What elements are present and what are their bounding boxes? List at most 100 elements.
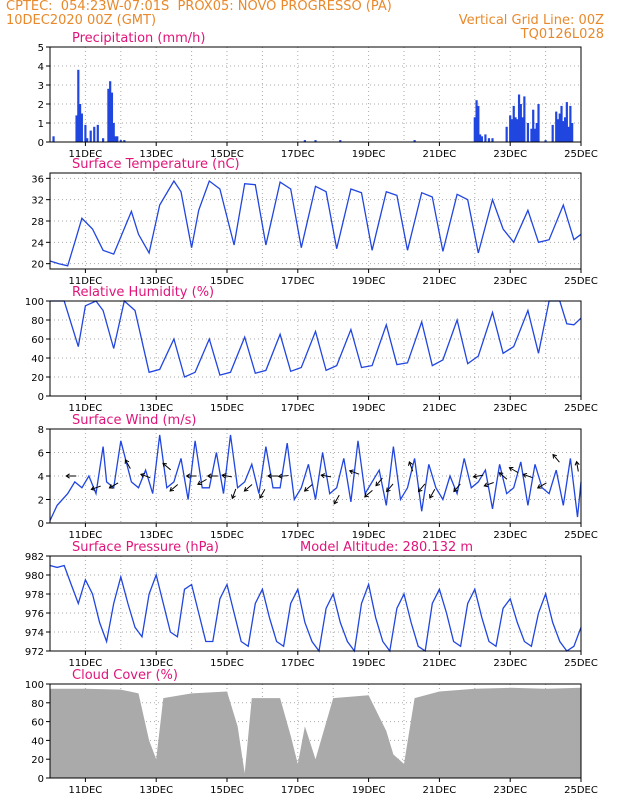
panel-5: 972 974 976 978 980 982 11DEC 13DEC 15DEC 17DEC 19…: [25, 540, 598, 669]
x-tick-label: 15DEC: [210, 530, 244, 541]
x-tick-label: 11DEC: [69, 530, 103, 541]
y-tick-label: 8: [38, 425, 44, 436]
x-tick-label: 21DEC: [423, 658, 457, 669]
y-tick-label: 1: [38, 119, 44, 130]
y-tick-label: 978: [25, 590, 44, 601]
y-tick-label: 32: [31, 196, 44, 207]
wind-arrow-head: [65, 473, 70, 479]
wind-arrow-head: [429, 493, 434, 499]
wind-arrow-head: [267, 473, 272, 479]
precip-bar: [514, 117, 517, 142]
wind-arrow-head: [498, 472, 504, 477]
x-tick-label: 23DEC: [493, 149, 527, 160]
panel-title: Surface Temperature (nC): [72, 157, 240, 172]
y-tick-label: 0: [38, 392, 44, 403]
wind-arrow: [244, 484, 253, 492]
precip-bar: [119, 140, 122, 142]
cloud-area: [50, 687, 581, 778]
series-line: [49, 434, 582, 521]
precip-bar: [521, 117, 524, 142]
wind-arrow-head: [169, 486, 175, 492]
precip-bar: [77, 69, 80, 142]
x-tick-label: 19DEC: [352, 530, 386, 541]
precip-bar: [114, 136, 117, 142]
precip-bar: [96, 124, 99, 142]
precip-bar: [537, 104, 540, 142]
precip-bar: [475, 100, 478, 142]
precip-bar: [569, 105, 572, 142]
x-tick-label: 13DEC: [139, 785, 173, 796]
precip-bar: [535, 123, 538, 142]
wind-arrow-head: [333, 499, 339, 505]
precip-bar: [116, 136, 119, 142]
panel-title: Surface Wind (m/s): [72, 413, 196, 428]
header-model-id: TQ0126L028: [520, 27, 604, 42]
precip-bar: [565, 102, 568, 142]
precip-bar: [562, 121, 565, 142]
precip-bar: [530, 128, 533, 142]
precip-bar: [480, 136, 483, 142]
x-tick-label: 13DEC: [139, 530, 173, 541]
precip-bar: [75, 115, 78, 142]
precip-bar: [532, 109, 535, 142]
x-tick-label: 23DEC: [493, 403, 527, 414]
y-tick-label: 3: [38, 81, 44, 92]
panel-title: Cloud Cover (%): [72, 668, 178, 683]
x-tick-label: 21DEC: [423, 276, 457, 287]
wind-arrow-head: [221, 473, 226, 479]
wind-arrow-head: [303, 486, 309, 492]
precip-bar: [112, 123, 115, 142]
precip-bar: [314, 140, 317, 142]
wind-arrow-head: [508, 466, 514, 472]
x-tick-label: 11DEC: [69, 403, 103, 414]
y-tick-label: 0: [38, 519, 44, 530]
wind-arrow: [304, 484, 313, 492]
wind-arrow: [140, 473, 151, 479]
x-tick-label: 21DEC: [423, 149, 457, 160]
panel-title: Precipitation (mm/h): [72, 31, 205, 46]
wind-arrow: [418, 483, 426, 492]
x-tick-label: 19DEC: [352, 276, 386, 287]
series-line: [49, 564, 582, 653]
wind-arrow-head: [522, 472, 528, 478]
precip-bar: [52, 136, 55, 142]
x-tick-label: 15DEC: [210, 785, 244, 796]
precip-bar: [93, 126, 96, 142]
wind-arrow-head: [574, 460, 580, 466]
y-tick-label: 4: [38, 472, 44, 483]
y-tick-label: 982: [25, 552, 44, 563]
precip-bar: [571, 123, 574, 142]
panel-3: 0 20 40 60 80 100 11DEC 13DEC 15DEC 17DEC 19DEC 21D…: [25, 285, 598, 414]
wind-arrow-head: [185, 473, 191, 479]
header-grid-note: Vertical Grid Line: 00Z: [458, 13, 604, 28]
wind-arrow-head: [108, 484, 114, 489]
x-tick-label: 23DEC: [493, 530, 527, 541]
precip-bar: [519, 104, 522, 142]
wind-arrow-head: [552, 453, 557, 459]
wind-arrow-head: [320, 473, 326, 479]
precip-bar: [303, 140, 306, 142]
x-tick-label: 13DEC: [139, 276, 173, 287]
y-tick-label: 80: [31, 699, 44, 710]
x-tick-label: 23DEC: [493, 276, 527, 287]
wind-arrow-head: [364, 492, 369, 498]
wind-arrow-head: [197, 480, 202, 486]
y-tick-label: 20: [31, 373, 44, 384]
header-line-1: CPTEC: 054:23W-07:01S PROX05: NOVO PROGR…: [6, 0, 392, 14]
precip-bar: [123, 140, 126, 142]
x-tick-label: 25DEC: [564, 149, 598, 160]
precip-bar: [509, 115, 512, 142]
x-tick-label: 11DEC: [69, 276, 103, 287]
precip-bar: [567, 126, 570, 142]
wind-arrow-head: [408, 461, 413, 466]
precip-bar: [516, 119, 519, 142]
wind-arrow-head: [140, 472, 145, 478]
wind-arrow: [364, 490, 373, 498]
precip-bar: [110, 92, 114, 142]
wind-arrow-head: [243, 486, 249, 492]
wind-arrow-head: [417, 487, 423, 493]
x-tick-label: 13DEC: [139, 403, 173, 414]
precip-bar: [505, 126, 508, 142]
y-tick-label: 0: [38, 138, 44, 149]
precip-bar: [413, 140, 416, 142]
